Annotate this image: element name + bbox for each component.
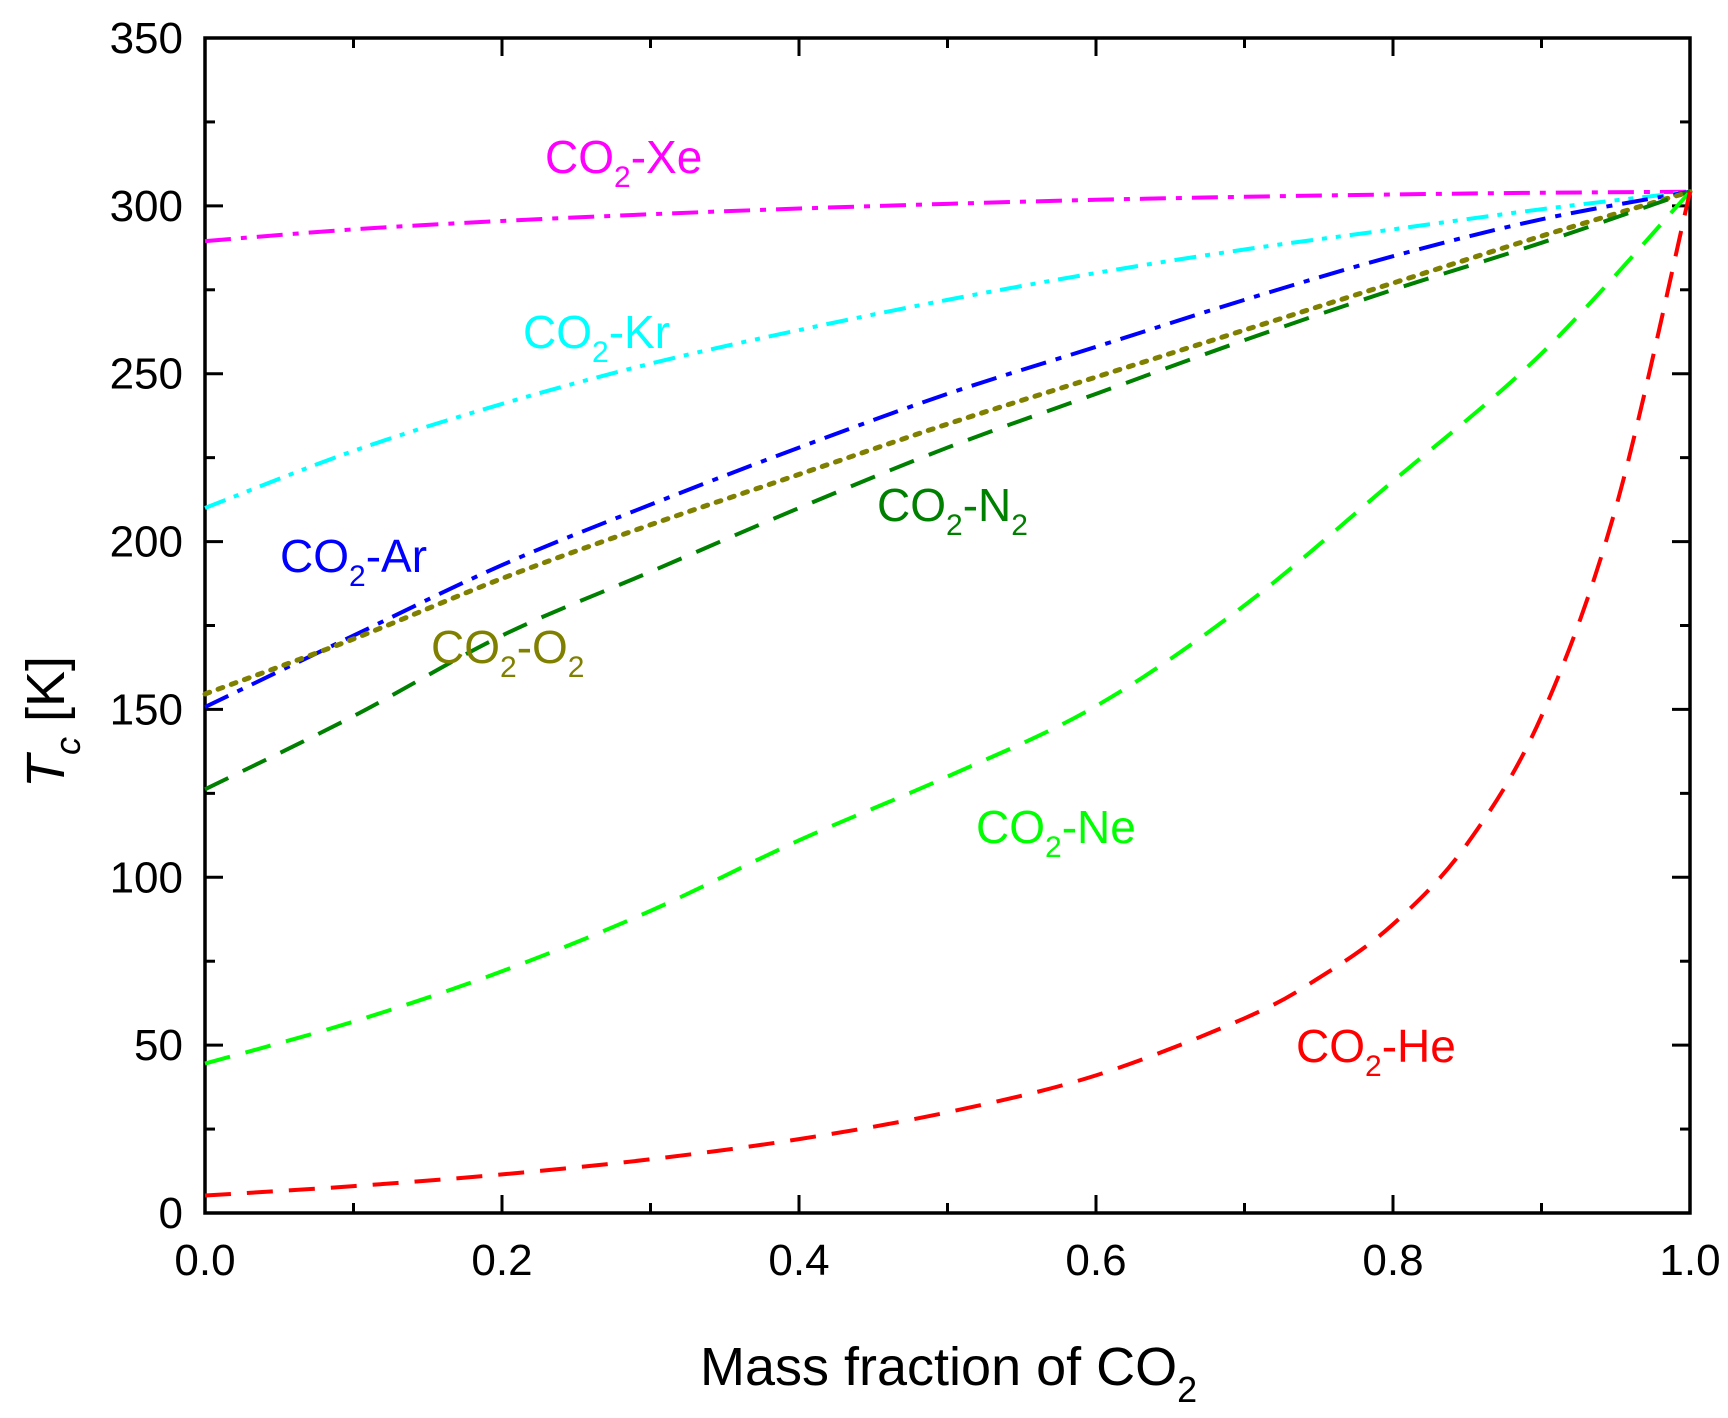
series-line-co2-he bbox=[204, 191, 1692, 1198]
x-axis: 0.0 0.2 0.4 0.6 0.8 1.0 bbox=[174, 38, 1721, 1285]
y-tick-label: 300 bbox=[110, 182, 183, 231]
plot-frame bbox=[203, 36, 1692, 1215]
label-co2-he: CO2-He bbox=[1296, 1020, 1456, 1083]
y-tick-label: 0 bbox=[159, 1189, 183, 1238]
y-tick-label: 100 bbox=[110, 853, 183, 902]
x-axis-title: Mass fraction of CO2 bbox=[700, 1337, 1197, 1410]
y-tick-label: 350 bbox=[110, 14, 183, 63]
x-tick-label: 0.0 bbox=[174, 1236, 235, 1285]
label-co2-n2: CO2-N2 bbox=[877, 479, 1028, 542]
x-tick-label: 0.2 bbox=[471, 1236, 532, 1285]
series-line-co2-kr bbox=[204, 189, 1691, 510]
series-lines bbox=[202, 189, 1693, 1198]
y-tick-label: 150 bbox=[110, 685, 183, 734]
series-line-co2-n2 bbox=[204, 189, 1691, 792]
y-axis-title: Tc [K] bbox=[16, 656, 88, 788]
y-tick-label: 250 bbox=[110, 350, 183, 399]
series-line-co2-o2 bbox=[202, 189, 1693, 697]
x-tick-label: 1.0 bbox=[1659, 1236, 1720, 1285]
label-co2-ar: CO2-Ar bbox=[280, 530, 427, 593]
x-tick-label: 0.8 bbox=[1362, 1236, 1423, 1285]
y-axis: 0 50 100 150 200 250 300 350 bbox=[110, 14, 1690, 1238]
series-line-co2-ne bbox=[204, 190, 1692, 1066]
plot-border bbox=[203, 36, 1692, 1215]
label-co2-ne: CO2-Ne bbox=[976, 801, 1136, 864]
y-tick-label: 200 bbox=[110, 518, 183, 567]
series-line-co2-ar bbox=[204, 189, 1691, 709]
label-co2-xe: CO2-Xe bbox=[545, 131, 702, 194]
x-tick-label: 0.6 bbox=[1065, 1236, 1126, 1285]
series-line-co2-xe bbox=[204, 189, 1691, 244]
label-co2-kr: CO2-Kr bbox=[523, 306, 670, 369]
label-co2-o2: CO2-O2 bbox=[431, 621, 584, 684]
y-tick-label: 50 bbox=[134, 1021, 183, 1070]
x-tick-label: 0.4 bbox=[768, 1236, 829, 1285]
